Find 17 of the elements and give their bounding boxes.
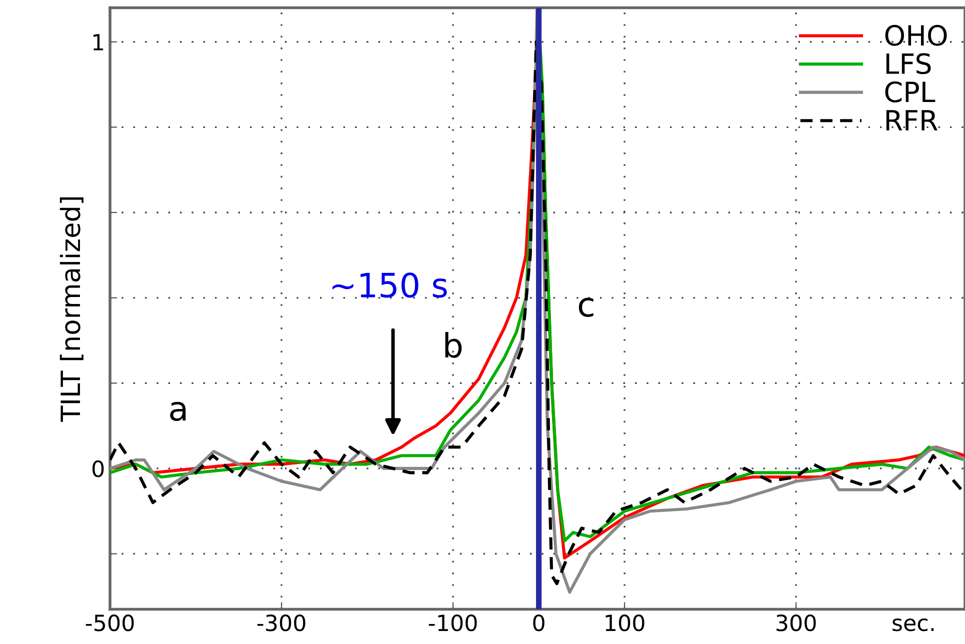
x-axis-title: sec. [892,618,934,632]
legend-label: CPL [885,81,936,102]
annotation: c [578,298,594,317]
y-tick-label: 1 [93,34,104,50]
x-tick-label: 100 [606,614,644,632]
x-tick-label: -500 [86,614,134,632]
legend-label: LFS [886,53,931,74]
legend-label: RFR [886,110,938,130]
x-tick-label: -300 [257,614,306,632]
y-axis-title: TILT [normalized] [60,197,84,422]
x-tick-label: 0 [533,614,544,632]
x-tick-label: -100 [428,614,477,632]
legend-label: OHO [885,24,947,46]
annotation: b [445,332,462,358]
annotation: ~150 s [332,272,447,298]
x-tick-label: 300 [776,614,816,632]
annotation: a [170,402,186,422]
